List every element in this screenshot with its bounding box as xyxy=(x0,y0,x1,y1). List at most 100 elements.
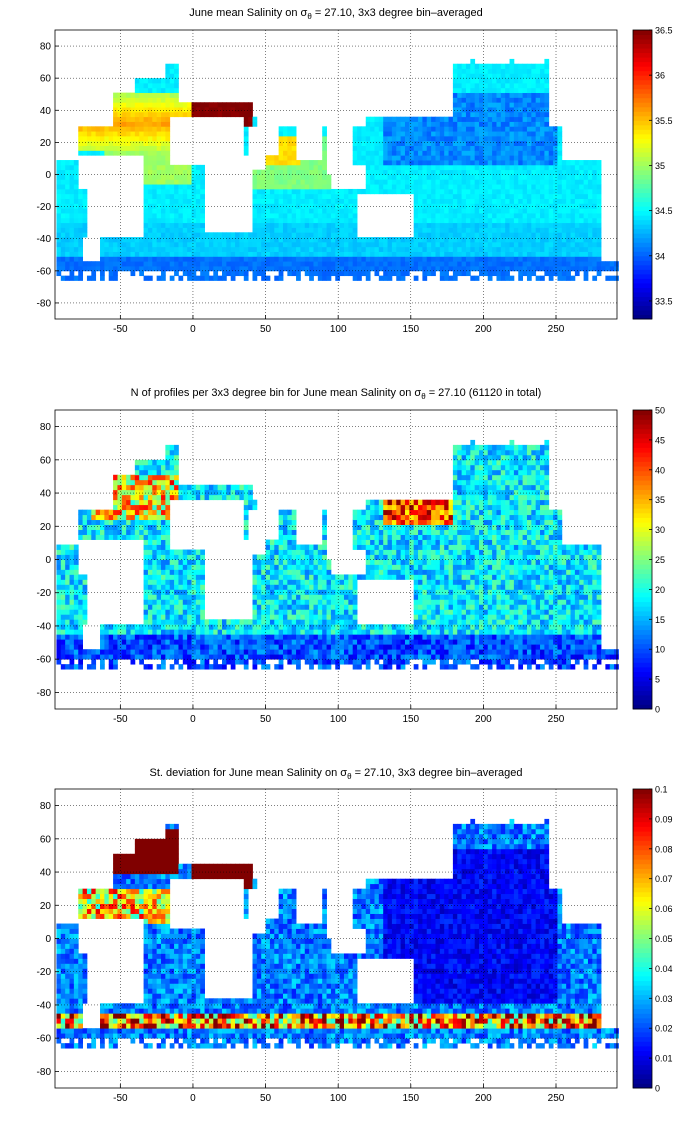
heatmap-cell xyxy=(230,644,236,650)
heatmap-cell xyxy=(248,619,253,625)
heatmap-cell xyxy=(535,116,541,122)
heatmap-cell xyxy=(313,203,319,209)
heatmap-cell xyxy=(113,529,118,535)
heatmap-cell xyxy=(100,266,105,272)
heatmap-cell xyxy=(191,634,197,640)
heatmap-cell xyxy=(174,111,179,118)
heatmap-cell xyxy=(296,589,301,595)
heatmap-cell xyxy=(522,169,528,175)
heatmap-cell xyxy=(444,213,449,219)
heatmap-cell xyxy=(126,116,131,122)
heatmap-cell xyxy=(587,203,593,209)
heatmap-cell xyxy=(161,589,166,595)
heatmap-cell xyxy=(309,241,314,248)
heatmap-cell xyxy=(579,208,584,214)
heatmap-cell xyxy=(431,121,436,127)
heatmap-cell xyxy=(195,624,201,630)
heatmap-cell xyxy=(78,266,83,272)
heatmap-cell xyxy=(452,68,458,74)
heatmap-cell xyxy=(248,107,253,113)
heatmap-cell xyxy=(322,241,327,248)
heatmap-cell xyxy=(418,208,423,214)
heatmap-cell xyxy=(147,126,153,132)
heatmap-cell xyxy=(200,559,205,565)
heatmap-cell xyxy=(370,126,375,132)
heatmap-cell xyxy=(248,639,253,645)
heatmap-cell xyxy=(265,251,271,257)
heatmap-cell xyxy=(574,227,580,233)
heatmap-cell xyxy=(65,208,70,214)
heatmap-cell xyxy=(73,589,79,595)
heatmap-cell xyxy=(583,203,589,209)
heatmap-cell xyxy=(500,198,506,204)
heatmap-cell xyxy=(91,534,97,540)
heatmap-cell xyxy=(287,188,293,195)
heatmap-cell xyxy=(383,261,388,267)
heatmap-cell xyxy=(117,484,123,491)
heatmap-cell xyxy=(609,261,615,267)
heatmap-cell xyxy=(252,116,258,122)
heatmap-cell xyxy=(526,261,532,267)
heatmap-cell xyxy=(409,261,415,267)
heatmap-cell xyxy=(152,544,158,550)
heatmap-cell xyxy=(339,256,345,262)
heatmap-cell xyxy=(487,213,493,219)
heatmap-cell xyxy=(274,654,280,660)
heatmap-cell xyxy=(553,135,558,142)
heatmap-cell xyxy=(470,111,476,118)
heatmap-cell xyxy=(60,266,66,272)
heatmap-cell xyxy=(269,160,275,166)
heatmap-cell xyxy=(104,654,110,660)
heatmap-cell xyxy=(174,644,179,650)
heatmap-cell xyxy=(248,266,253,272)
heatmap-cell xyxy=(509,116,515,122)
heatmap-cell xyxy=(596,193,602,199)
heatmap-cell xyxy=(544,68,550,74)
heatmap-cell xyxy=(78,237,83,243)
heatmap-cell xyxy=(426,184,432,190)
heatmap-cell xyxy=(230,275,236,281)
heatmap-cell xyxy=(56,179,62,185)
heatmap-cell xyxy=(352,188,358,195)
heatmap-cell xyxy=(470,68,476,74)
heatmap-cell xyxy=(278,534,284,540)
heatmap-cell xyxy=(300,594,306,600)
heatmap-cell xyxy=(522,155,528,161)
heatmap-cell xyxy=(505,97,510,103)
heatmap-cell xyxy=(73,594,79,600)
heatmap-cell xyxy=(526,174,532,180)
heatmap-cell xyxy=(143,102,149,108)
heatmap-cell xyxy=(73,629,79,635)
heatmap-cell xyxy=(461,92,467,98)
heatmap-cell xyxy=(400,140,406,146)
heatmap-cell xyxy=(309,629,314,635)
heatmap-cell xyxy=(73,664,79,670)
heatmap-cell xyxy=(535,222,541,228)
heatmap-cell xyxy=(531,198,537,204)
heatmap-cell xyxy=(178,208,184,214)
heatmap-cell xyxy=(274,261,280,267)
heatmap-cell xyxy=(82,222,88,228)
heatmap-cell xyxy=(461,232,467,238)
heatmap-cell xyxy=(156,524,162,530)
heatmap-cell xyxy=(513,121,519,127)
heatmap-cell xyxy=(261,569,266,575)
heatmap-cell xyxy=(60,241,66,248)
heatmap-cell xyxy=(230,654,236,660)
heatmap-cell xyxy=(69,237,75,243)
heatmap-cell xyxy=(518,107,524,113)
heatmap-cell xyxy=(566,184,571,190)
heatmap-cell xyxy=(579,217,584,224)
heatmap-cell xyxy=(147,504,153,511)
heatmap-cell xyxy=(526,184,532,190)
heatmap-cell xyxy=(614,275,619,281)
heatmap-cell xyxy=(352,217,358,224)
heatmap-cell xyxy=(156,193,162,199)
heatmap-cell xyxy=(78,639,83,645)
heatmap-cell xyxy=(65,232,70,238)
heatmap-cell xyxy=(330,246,336,252)
heatmap-cell xyxy=(540,261,545,267)
heatmap-cell xyxy=(452,246,458,252)
heatmap-cell xyxy=(139,241,144,248)
heatmap-cell xyxy=(191,222,197,228)
